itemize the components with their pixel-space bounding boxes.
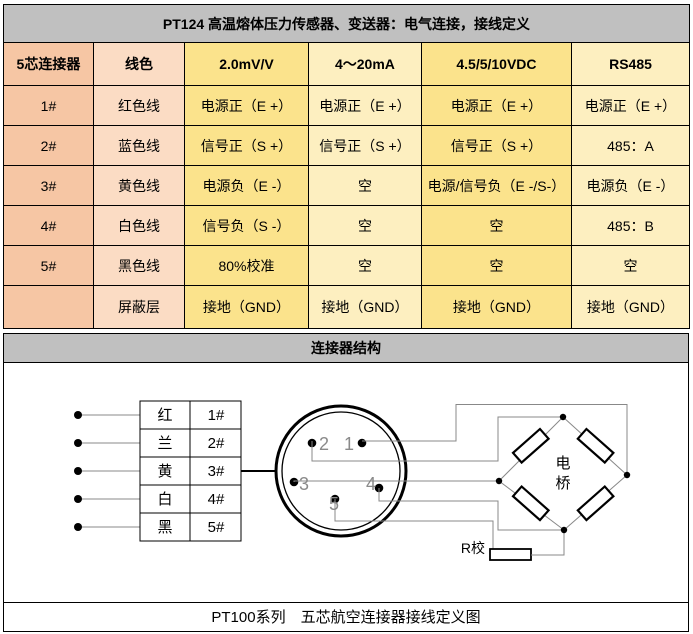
svg-text:电: 电 — [555, 455, 570, 472]
svg-text:5#: 5# — [208, 519, 225, 536]
svg-text:白: 白 — [157, 491, 172, 508]
svg-text:2#: 2# — [208, 435, 225, 452]
svg-text:兰: 兰 — [157, 435, 172, 452]
svg-text:桥: 桥 — [555, 475, 570, 492]
svg-text:5: 5 — [329, 494, 339, 514]
svg-text:3#: 3# — [208, 463, 225, 480]
svg-text:1: 1 — [344, 434, 354, 454]
svg-text:红: 红 — [157, 407, 172, 424]
svg-text:1#: 1# — [208, 407, 225, 424]
svg-text:4#: 4# — [208, 491, 225, 508]
svg-text:黑: 黑 — [157, 519, 172, 536]
svg-text:黄: 黄 — [157, 463, 172, 480]
svg-text:3: 3 — [299, 474, 309, 494]
svg-text:2: 2 — [319, 434, 329, 454]
svg-text:R校: R校 — [461, 540, 485, 556]
svg-text:4: 4 — [366, 474, 376, 494]
